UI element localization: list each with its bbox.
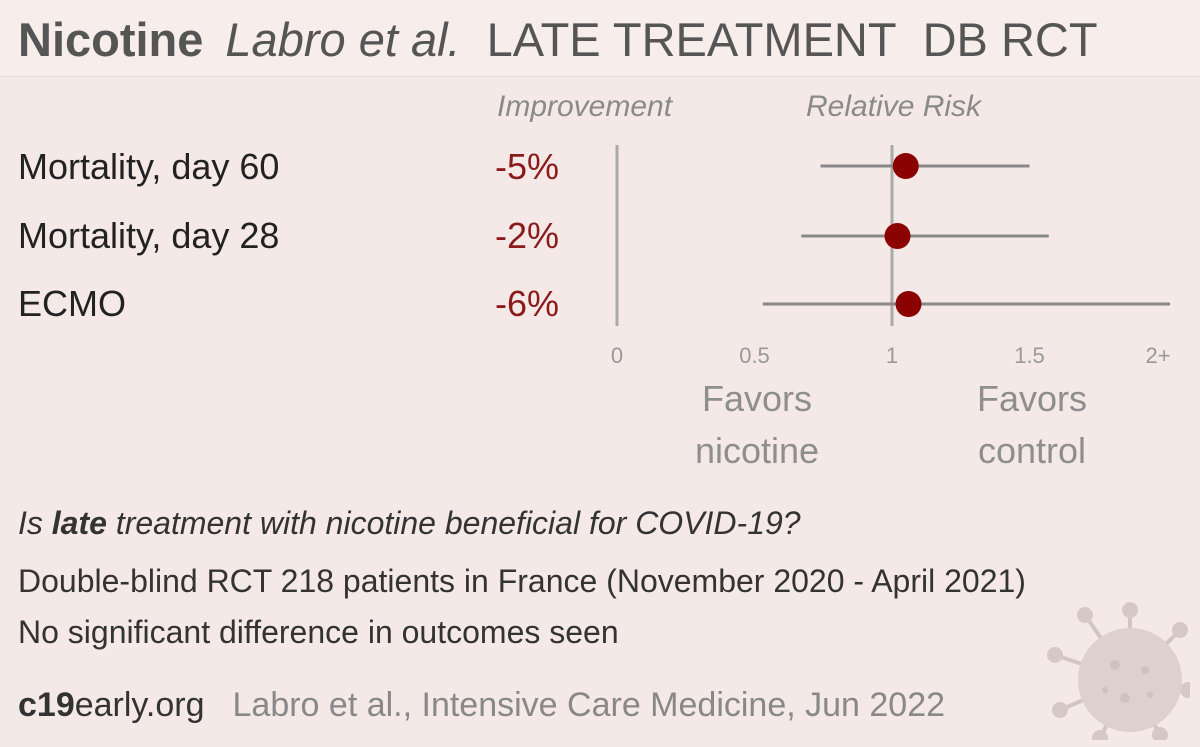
- question-post: treatment with nicotine beneficial for C…: [106, 505, 801, 541]
- coronavirus-icon: [1047, 602, 1190, 740]
- site-rest: early.org: [74, 686, 205, 724]
- outcome-label: Mortality, day 28: [18, 215, 280, 256]
- question-pre: Is: [18, 505, 52, 541]
- study-design-description: Double-blind RCT 218 patients in France …: [18, 563, 1026, 599]
- study-author: Labro et al.: [225, 13, 461, 66]
- x-tick-label: 1.5: [1014, 343, 1045, 368]
- treatment-name: Nicotine: [18, 13, 204, 66]
- rr-point: [892, 153, 919, 179]
- x-tick-label: 0: [611, 343, 623, 368]
- outcome-label: ECMO: [18, 283, 126, 324]
- improvement-value: -5%: [495, 146, 560, 187]
- page-title: Nicotine Labro et al. LATE TREATMENT DB RCT: [18, 12, 1098, 68]
- site-bold: c19: [18, 686, 75, 724]
- footer: c19early.org Labro et al., Intensive Care…: [18, 686, 945, 725]
- favors-nicotine-line2: nicotine: [694, 430, 820, 471]
- improvement-value: -6%: [495, 283, 560, 324]
- question-bold: late: [51, 505, 107, 541]
- favors-control-line2: control: [977, 430, 1087, 471]
- citation: Labro et al., Intensive Care Medicine, J…: [232, 686, 946, 724]
- improvement-column-header: Improvement: [497, 90, 673, 123]
- rr-point: [884, 223, 911, 249]
- study-question: Is late treatment with nicotine benefici…: [18, 505, 801, 542]
- title-bar: Nicotine Labro et al. LATE TREATMENT DB RCT: [0, 0, 1200, 77]
- improvement-value: -2%: [495, 215, 560, 256]
- favors-control-label: Favors control: [932, 373, 1132, 477]
- study-result: No significant difference in outcomes se…: [18, 614, 619, 650]
- favors-nicotine-line1: Favors: [701, 378, 813, 419]
- site-link[interactable]: c19early.org: [18, 686, 205, 724]
- treatment-stage: LATE TREATMENT: [486, 13, 897, 66]
- outcome-label: Mortality, day 60: [18, 146, 280, 187]
- x-tick-label: 1: [886, 343, 898, 368]
- favors-nicotine-label: Favors nicotine: [657, 373, 857, 477]
- x-tick-label: 0.5: [739, 343, 770, 368]
- study-design: DB RCT: [922, 13, 1098, 66]
- relative-risk-column-header: Relative Risk: [806, 90, 982, 123]
- x-tick-label: 2+: [1145, 343, 1170, 368]
- rr-point: [895, 291, 922, 317]
- favors-control-line1: Favors: [976, 378, 1088, 419]
- forest-plot: 0 0.5 1 1.5 2+: [611, 145, 1171, 368]
